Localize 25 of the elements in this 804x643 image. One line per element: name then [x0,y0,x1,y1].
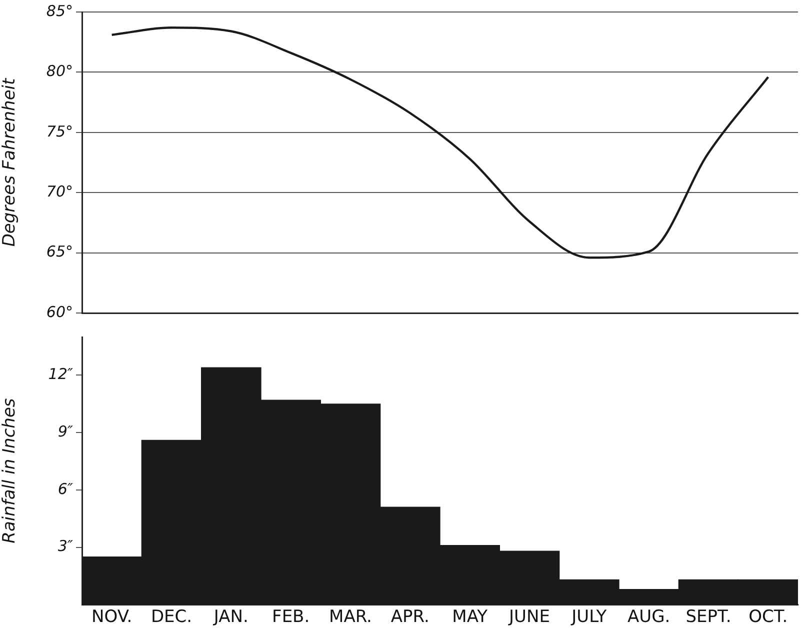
x-tick-label: NOV. [92,607,132,628]
y-tick-label: 3″ [58,537,74,556]
x-tick-label: JULY [570,607,608,628]
y-tick-label: 6″ [58,480,74,498]
x-tick-label: MAY [452,607,488,628]
x-tick-label: MAR. [329,607,372,628]
y-tick-label: 85° [46,2,73,20]
y-axis-title: Degrees Fahrenheit [0,77,20,247]
x-tick-label: OCT. [748,607,788,628]
y-tick-label: 75° [46,122,73,140]
x-tick-label: JAN. [212,607,248,628]
x-tick-label: AUG. [628,607,670,628]
x-tick-label: FEB. [272,607,310,628]
y-tick-label: 80° [46,62,73,80]
line-series [110,26,770,259]
x-tick-label: APR. [390,607,430,628]
x-tick-label: JUNE [508,607,550,628]
y-tick-label: 60° [46,302,73,321]
x-tick-label: SEPT. [686,607,732,628]
y-tick-label: 12″ [48,365,74,384]
x-tick-label: DEC. [150,607,192,628]
y-tick-label: 9″ [58,422,74,440]
y-axis-title: Rainfall in Inches [0,398,20,544]
y-tick-label: 65° [46,242,73,261]
y-tick-label: 70° [46,182,73,200]
